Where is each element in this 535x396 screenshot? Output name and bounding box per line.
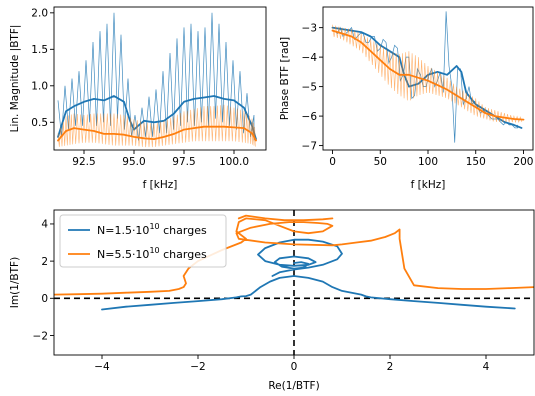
y-tick-label: −6: [302, 111, 318, 123]
series-orange-line-2: [54, 217, 534, 296]
x-tick-label: 50: [374, 156, 387, 168]
x-tick-label: −4: [94, 361, 110, 373]
y-tick-label: 1.5: [31, 44, 48, 56]
series-blue-line-0: [101, 275, 516, 311]
x-tick-label: 4: [483, 361, 490, 373]
x-tick-label: 0: [291, 361, 298, 373]
x-axis-label: f [kHz]: [143, 179, 178, 191]
x-tick-label: 150: [466, 156, 486, 168]
x-axis-label: Re(1/BTF): [268, 380, 319, 392]
x-axis-label: f [kHz]: [411, 179, 446, 191]
y-tick-label: 1.0: [31, 81, 48, 93]
x-tick-label: 92.5: [72, 156, 95, 168]
plot-panel-3: −4 −2 0 2 4 −2 0 2 4 Re(1/BTF) Im(1/BTF) N=1.5·1010…: [9, 209, 535, 392]
y-tick-label: 4: [41, 219, 48, 231]
series-orange-line-2: [331, 29, 525, 121]
y-axis-label: Im(1/BTF): [9, 257, 21, 308]
legend-entry-label: N=1.5·1010 charges: [97, 222, 207, 237]
legend: N=1.5·1010 charges N=5.5·1010 charges: [59, 214, 227, 268]
x-tick-label: 0: [329, 156, 336, 168]
y-tick-label: −2: [33, 330, 48, 342]
series-blue-line-1: [257, 238, 343, 277]
x-tick-label: 100: [418, 156, 438, 168]
x-tick-label: 2: [387, 361, 394, 373]
legend-entry-label: N=5.5·1010 charges: [97, 246, 207, 261]
series-blue-line-0: [57, 95, 257, 141]
plot-data-area: [54, 210, 534, 355]
x-tick-label: −2: [190, 361, 205, 373]
y-tick-label: 0.5: [31, 117, 48, 129]
plot-panel-1: 92.5 95.0 97.5 100.0 0.5 1.0 1.5 2.0 f [kHz] Lin.…: [9, 6, 267, 191]
series-orange-noise-band: [332, 24, 523, 124]
x-tick-label: 100.0: [219, 156, 249, 168]
plot-data-area: [331, 11, 525, 143]
plot-panel-2: 0 50 100 150 200 −3 −4 −5 −6 −7 f [kHz] Phase BTF […: [279, 6, 533, 191]
y-tick-label: −5: [302, 81, 317, 93]
series-orange-line-3: [237, 214, 334, 222]
series-orange-line-2: [57, 125, 257, 142]
y-tick-label: 0: [41, 293, 48, 305]
series-blue-raw-line: [57, 12, 255, 141]
x-tick-label: 97.5: [172, 156, 195, 168]
series-orange-noise-band: [57, 104, 256, 148]
x-tick-label: 95.0: [122, 156, 145, 168]
plot-data-area: [57, 12, 257, 148]
x-tick-label: 200: [513, 156, 533, 168]
y-axis-label: Lin. Magnitude |BTF|: [9, 25, 21, 133]
series-blue-line-0: [331, 26, 523, 129]
y-tick-label: −7: [302, 140, 317, 152]
y-axis-label: Phase BTF [rad]: [279, 37, 291, 120]
axes-frame: [53, 6, 267, 151]
y-tick-label: 2.0: [31, 8, 48, 20]
legend-box: [59, 214, 227, 268]
y-tick-label: 2: [41, 256, 48, 268]
y-tick-label: −4: [302, 52, 318, 64]
y-tick-label: −3: [302, 22, 317, 34]
